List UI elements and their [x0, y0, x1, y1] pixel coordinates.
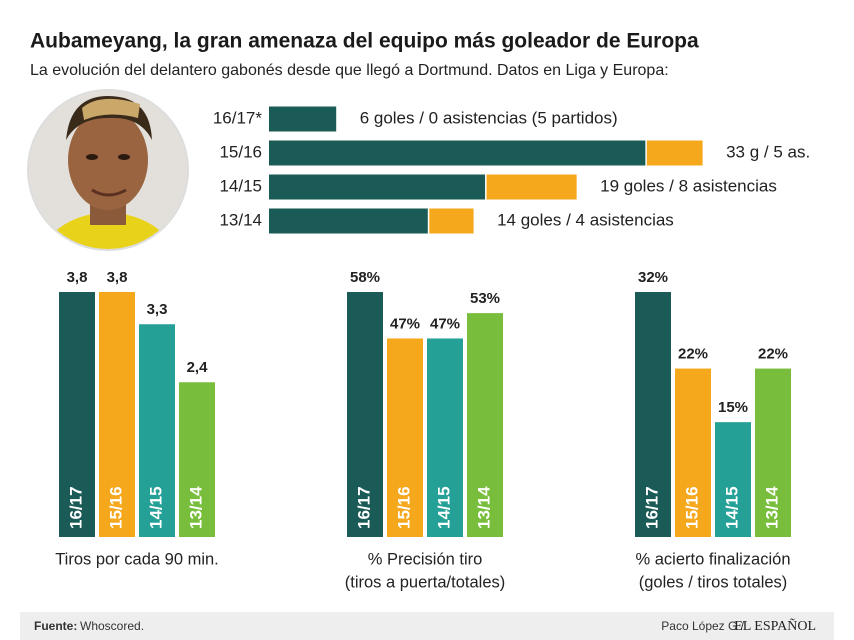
row-label: 16/17* — [213, 108, 263, 127]
bar-segment — [269, 174, 486, 200]
bar — [347, 292, 383, 537]
bar — [59, 292, 95, 537]
bar — [755, 368, 791, 537]
bar-segment — [429, 208, 474, 234]
category-label: 14/15 — [434, 486, 453, 529]
author: Paco López G / — [661, 619, 744, 633]
value-label: 19 goles / 8 asistencias — [600, 176, 777, 195]
source-label: Fuente: — [34, 619, 77, 633]
bar-segment — [269, 208, 428, 234]
value-label: 47% — [430, 315, 460, 332]
value-label: 33 g / 5 as. — [726, 142, 810, 161]
category-label: 13/14 — [762, 486, 781, 529]
row-label: 14/15 — [219, 176, 262, 195]
bar-segment — [269, 106, 337, 132]
value-label: 2,4 — [187, 359, 209, 376]
category-label: 15/16 — [682, 486, 701, 529]
value-label: 22% — [758, 346, 788, 363]
value-label: 15% — [718, 399, 748, 416]
category-label: 16/17 — [66, 486, 85, 529]
value-label: 14 goles / 4 asistencias — [497, 210, 674, 229]
bar — [635, 292, 671, 537]
subtitle: La evolución del delantero gabonés desde… — [30, 62, 669, 79]
value-label: 47% — [390, 315, 420, 332]
category-label: 16/17 — [354, 486, 373, 529]
chart-label: % acierto finalización — [636, 550, 791, 568]
value-label: 3,3 — [147, 301, 168, 318]
row-label: 13/14 — [219, 210, 262, 229]
chart-label: Tiros por cada 90 min. — [55, 550, 219, 568]
bar-segment — [646, 140, 703, 166]
title: Aubameyang, la gran amenaza del equipo m… — [30, 30, 699, 53]
category-label: 15/16 — [106, 486, 125, 529]
bar — [99, 292, 135, 537]
chart-label: (goles / tiros totales) — [639, 573, 788, 591]
value-label: 3,8 — [107, 269, 128, 286]
source: Whoscored. — [80, 619, 144, 633]
value-label: 58% — [350, 269, 380, 286]
category-label: 14/15 — [722, 486, 741, 529]
category-label: 13/14 — [474, 486, 493, 529]
category-label: 13/14 — [186, 486, 205, 529]
player-photo — [27, 89, 189, 251]
category-label: 16/17 — [642, 486, 661, 529]
value-label: 3,8 — [67, 269, 88, 286]
bar-segment — [486, 174, 577, 200]
category-label: 15/16 — [394, 486, 413, 529]
chart-label: % Precisión tiro — [368, 550, 483, 568]
footer-bar — [20, 612, 834, 640]
bar — [467, 313, 503, 537]
value-label: 6 goles / 0 asistencias (5 partidos) — [360, 108, 618, 127]
value-label: 32% — [638, 269, 668, 286]
bar — [179, 382, 215, 537]
category-label: 14/15 — [146, 486, 165, 529]
bar — [139, 324, 175, 537]
bar — [715, 422, 751, 537]
value-label: 53% — [470, 290, 500, 307]
bar — [675, 368, 711, 537]
bar — [387, 338, 423, 537]
value-label: 22% — [678, 346, 708, 363]
bar — [427, 338, 463, 537]
chart-label: (tiros a puerta/totales) — [345, 573, 506, 591]
brand: EL ESPAÑOL — [734, 618, 816, 634]
bar-segment — [269, 140, 646, 166]
row-label: 15/16 — [219, 142, 262, 161]
